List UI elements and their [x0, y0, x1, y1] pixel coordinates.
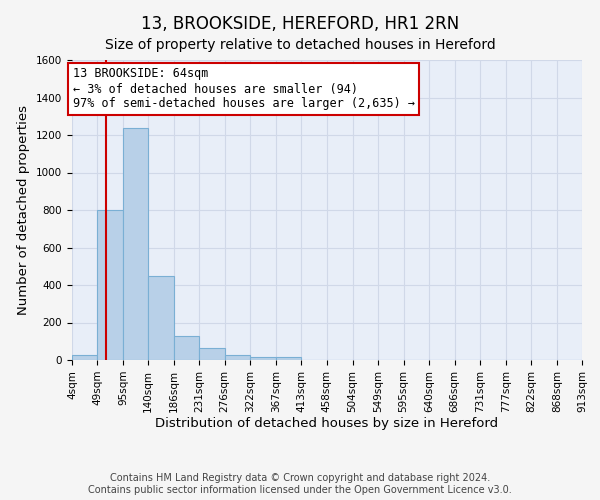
- Bar: [275, 357, 301, 360]
- Bar: [174, 336, 199, 360]
- Bar: [250, 357, 275, 360]
- Text: 13, BROOKSIDE, HEREFORD, HR1 2RN: 13, BROOKSIDE, HEREFORD, HR1 2RN: [141, 15, 459, 33]
- Bar: [72, 356, 97, 360]
- Bar: [123, 128, 148, 360]
- Text: Contains HM Land Registry data © Crown copyright and database right 2024.
Contai: Contains HM Land Registry data © Crown c…: [88, 474, 512, 495]
- Bar: [97, 210, 123, 360]
- Bar: [199, 348, 224, 360]
- X-axis label: Distribution of detached houses by size in Hereford: Distribution of detached houses by size …: [155, 418, 499, 430]
- Y-axis label: Number of detached properties: Number of detached properties: [17, 105, 31, 315]
- Bar: [148, 276, 174, 360]
- Bar: [224, 356, 250, 360]
- Text: 13 BROOKSIDE: 64sqm
← 3% of detached houses are smaller (94)
97% of semi-detache: 13 BROOKSIDE: 64sqm ← 3% of detached hou…: [73, 68, 415, 110]
- Text: Size of property relative to detached houses in Hereford: Size of property relative to detached ho…: [104, 38, 496, 52]
